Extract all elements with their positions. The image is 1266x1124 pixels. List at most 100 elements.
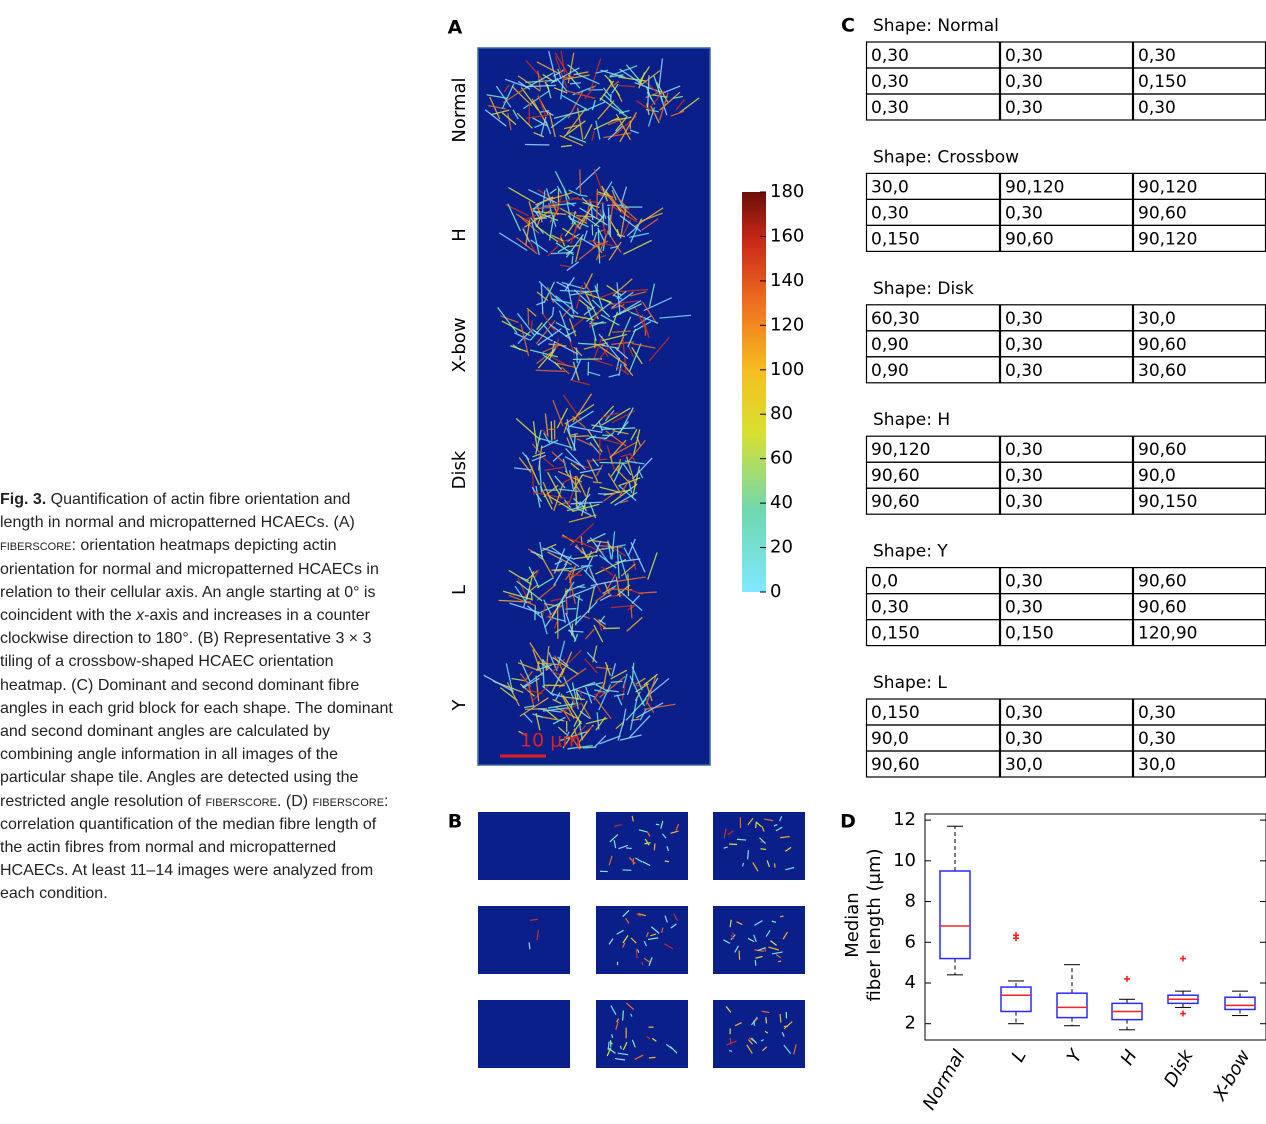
box xyxy=(1225,997,1255,1009)
outlier xyxy=(1180,1011,1186,1017)
y-tick-label: 6 xyxy=(905,931,916,952)
tile xyxy=(713,906,805,974)
y-tick-label: 8 xyxy=(905,891,916,912)
fibre xyxy=(748,850,749,859)
fibre xyxy=(730,1038,731,1043)
table-cell-text: 0,30 xyxy=(1138,98,1176,118)
table-title: Shape: H xyxy=(873,410,950,430)
scale-bar-label: 10 μm xyxy=(520,730,581,752)
table-cell-text: 60,30 xyxy=(871,309,920,329)
table-cell-text: 90,0 xyxy=(1138,466,1176,486)
outlier xyxy=(1180,956,1186,962)
table-cell-text: 0,90 xyxy=(871,361,909,381)
fibre xyxy=(737,839,746,840)
fibre xyxy=(774,863,775,867)
table-cell-text: 0,30 xyxy=(871,98,909,118)
x-tick-label: Disk xyxy=(1160,1045,1198,1090)
table-cell-text: 0,30 xyxy=(1005,309,1043,329)
table-title: Shape: L xyxy=(873,673,947,693)
table-cell-text: 0,150 xyxy=(1005,624,1054,644)
tile xyxy=(596,1000,688,1068)
fibre xyxy=(593,482,602,483)
table-cell-text: 90,120 xyxy=(871,440,930,460)
tile xyxy=(596,812,688,880)
table-title: Shape: Crossbow xyxy=(873,147,1019,167)
fibre xyxy=(592,224,593,235)
row-label: Y xyxy=(449,699,470,712)
tiles xyxy=(478,812,805,1068)
row-label: L xyxy=(449,585,470,595)
table-cell-text: 0,30 xyxy=(1005,440,1043,460)
table-cell-text: 90,120 xyxy=(1138,177,1197,197)
x-tick-label: Normal xyxy=(919,1047,970,1114)
table-cell-text: 120,90 xyxy=(1138,624,1197,644)
fibre xyxy=(583,747,597,748)
colorbar-tick-label: 120 xyxy=(770,314,804,335)
table-cell-text: 90,60 xyxy=(1138,203,1187,223)
fibre xyxy=(551,421,552,441)
colorbar-tick-label: 0 xyxy=(770,581,781,602)
colorbar-tick-label: 40 xyxy=(770,492,793,513)
row-label: H xyxy=(449,228,470,242)
fibre xyxy=(729,1051,732,1052)
table-cell-text: 30,0 xyxy=(1138,309,1176,329)
table-cell-text: 90,60 xyxy=(1138,572,1187,592)
table-cell-text: 0,30 xyxy=(1005,572,1043,592)
table-cell-text: 0,30 xyxy=(871,72,909,92)
table-cell-text: 90,60 xyxy=(871,755,920,775)
table-cell-text: 0,90 xyxy=(871,335,909,355)
fibre xyxy=(572,256,573,264)
box xyxy=(940,871,970,959)
fibre xyxy=(755,960,756,966)
table-cell-text: 0,30 xyxy=(1005,361,1043,381)
fibre xyxy=(654,844,655,851)
fibre xyxy=(580,170,581,195)
table-cell-text: 0,30 xyxy=(871,203,909,223)
plot-frame xyxy=(925,814,1266,1040)
y-axis-label: Median xyxy=(842,892,863,957)
box xyxy=(1001,987,1031,1011)
fibre xyxy=(571,436,589,437)
row-label: Disk xyxy=(449,450,470,489)
table-cell-text: 0,30 xyxy=(871,46,909,66)
y-tick-label: 2 xyxy=(905,1013,916,1034)
table-title: Shape: Disk xyxy=(873,279,974,299)
table-cell-text: 90,120 xyxy=(1005,177,1064,197)
table-cell-text: 90,60 xyxy=(871,466,920,486)
row-label: Normal xyxy=(449,77,470,142)
table-cell-text: 90,150 xyxy=(1138,492,1197,512)
tile xyxy=(478,1000,570,1068)
page: {"caption": {"parts": ["Fig. 3.", " Quan… xyxy=(0,0,1266,1124)
figure: A 10 μm B C D NormalHX-bowDiskLY02040608… xyxy=(0,0,1266,1124)
fibre xyxy=(729,844,737,845)
outlier xyxy=(1013,932,1019,938)
table-cell-text: 0,30 xyxy=(1005,729,1043,749)
fibre xyxy=(597,284,598,293)
table-cell-text: 0,150 xyxy=(871,703,920,723)
table-cell-text: 0,30 xyxy=(1005,203,1043,223)
colorbar-tick-label: 100 xyxy=(770,359,804,380)
table-cell-text: 30,60 xyxy=(1138,361,1187,381)
colorbar xyxy=(742,192,766,592)
colorbar-tick-label: 80 xyxy=(770,403,793,424)
colorbar-tick-label: 160 xyxy=(770,225,804,246)
x-tick-label: Y xyxy=(1063,1045,1088,1067)
table-cell-text: 0,30 xyxy=(1005,466,1043,486)
fibre xyxy=(577,587,586,588)
x-tick-label: H xyxy=(1117,1046,1142,1069)
fibre xyxy=(649,1057,656,1058)
panel-label: B xyxy=(448,811,462,833)
table-title: Shape: Y xyxy=(873,542,948,562)
row-label: X-bow xyxy=(449,317,470,372)
panel-label: A xyxy=(448,17,463,39)
fibre xyxy=(756,822,757,829)
table-title: Shape: Normal xyxy=(873,16,999,36)
tile xyxy=(713,1000,805,1068)
table-cell-text: 90,60 xyxy=(1005,229,1054,249)
table-cell-text: 0,30 xyxy=(1138,46,1176,66)
fibre xyxy=(626,848,632,849)
box xyxy=(1057,993,1087,1017)
table-cell-text: 30,0 xyxy=(1138,755,1176,775)
table-cell-text: 0,150 xyxy=(1138,72,1187,92)
panel-label: D xyxy=(840,811,856,833)
